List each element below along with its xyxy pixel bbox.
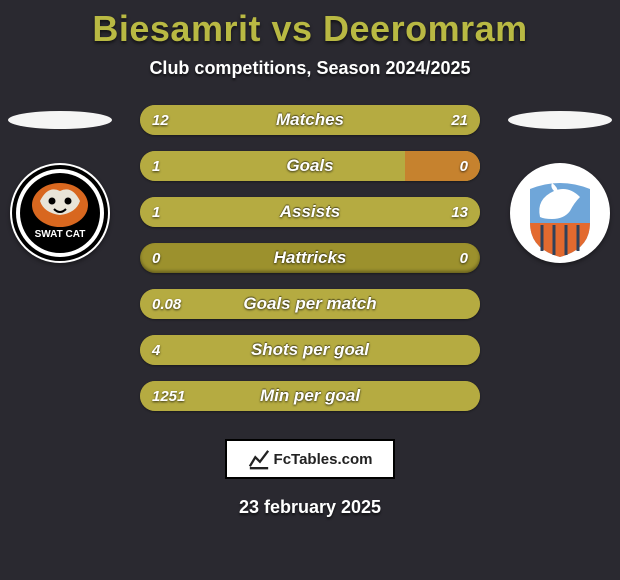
bar-label: Goals bbox=[140, 151, 480, 181]
stat-row: 10Goals bbox=[140, 151, 480, 181]
comparison-container: SWAT CAT 1221Matches10Goals113Assists00 bbox=[0, 105, 620, 411]
left-column: SWAT CAT bbox=[0, 105, 120, 263]
bar-label: Min per goal bbox=[140, 381, 480, 411]
fctables-logo: FcTables.com bbox=[225, 439, 395, 479]
svg-text:SWAT CAT: SWAT CAT bbox=[35, 229, 86, 240]
right-team-badge bbox=[510, 163, 610, 263]
bar-label: Hattricks bbox=[140, 243, 480, 273]
stat-row: 1251Min per goal bbox=[140, 381, 480, 411]
title-vs: vs bbox=[271, 8, 312, 49]
title-left: Biesamrit bbox=[92, 8, 261, 49]
stat-row: 1221Matches bbox=[140, 105, 480, 135]
bar-label: Assists bbox=[140, 197, 480, 227]
title-right: Deeromram bbox=[323, 8, 528, 49]
left-team-badge: SWAT CAT bbox=[10, 163, 110, 263]
subtitle: Club competitions, Season 2024/2025 bbox=[0, 58, 620, 79]
stat-row: 0.08Goals per match bbox=[140, 289, 480, 319]
stat-row: 00Hattricks bbox=[140, 243, 480, 273]
date-text: 23 february 2025 bbox=[0, 497, 620, 518]
fctables-logo-text: FcTables.com bbox=[274, 451, 373, 468]
left-ellipse-shape bbox=[8, 111, 112, 129]
horse-shield-logo-icon bbox=[510, 163, 610, 263]
bar-label: Matches bbox=[140, 105, 480, 135]
bar-label: Shots per goal bbox=[140, 335, 480, 365]
page-title: Biesamrit vs Deeromram bbox=[0, 0, 620, 50]
stat-row: 113Assists bbox=[140, 197, 480, 227]
bar-label: Goals per match bbox=[140, 289, 480, 319]
chart-line-icon bbox=[248, 448, 270, 470]
right-ellipse-shape bbox=[508, 111, 612, 129]
stat-bars: 1221Matches 10Goals 113Assists 00Hattricks 0… bbox=[140, 105, 480, 411]
stat-row: 4Shots per goal bbox=[140, 335, 480, 365]
swat-cat-logo-icon: SWAT CAT bbox=[10, 163, 110, 263]
right-column bbox=[500, 105, 620, 263]
